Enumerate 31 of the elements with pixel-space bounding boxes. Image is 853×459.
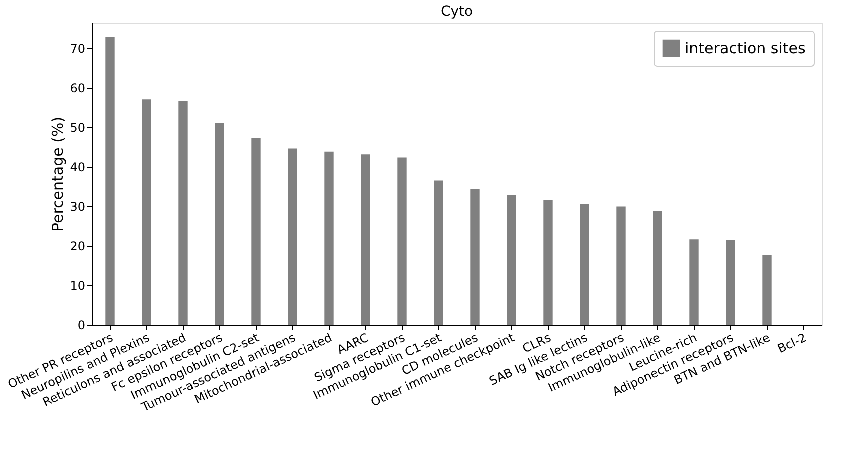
y-tick-label: 40 — [70, 160, 86, 174]
bar — [398, 158, 407, 325]
bar — [544, 200, 553, 325]
bar — [142, 100, 152, 325]
y-tick-label: 60 — [70, 81, 86, 96]
chart-title: Cyto — [440, 4, 474, 20]
bar — [616, 206, 626, 325]
bar — [470, 189, 480, 325]
bar — [762, 255, 772, 325]
bar — [106, 37, 115, 325]
bar — [178, 101, 188, 325]
bar — [324, 152, 334, 325]
y-tick-label: 20 — [70, 239, 86, 254]
y-tick-label: 50 — [70, 120, 86, 135]
bar — [653, 212, 662, 325]
y-tick-label: 30 — [70, 200, 86, 214]
y-tick-label: 70 — [70, 42, 86, 56]
y-axis-title: Percentage (%) — [49, 116, 68, 232]
legend-label: interaction sites — [685, 40, 806, 58]
bar — [726, 240, 736, 325]
bar — [215, 123, 224, 325]
bar — [507, 195, 516, 325]
y-tick-label: 0 — [78, 318, 86, 332]
bar — [580, 204, 590, 325]
bar — [361, 154, 370, 325]
bar — [288, 148, 298, 325]
y-tick-label: 10 — [70, 278, 86, 293]
bar — [690, 240, 699, 325]
bar — [434, 180, 444, 325]
bar — [252, 138, 261, 325]
x-tick-label: Bcl-2 — [776, 330, 809, 356]
